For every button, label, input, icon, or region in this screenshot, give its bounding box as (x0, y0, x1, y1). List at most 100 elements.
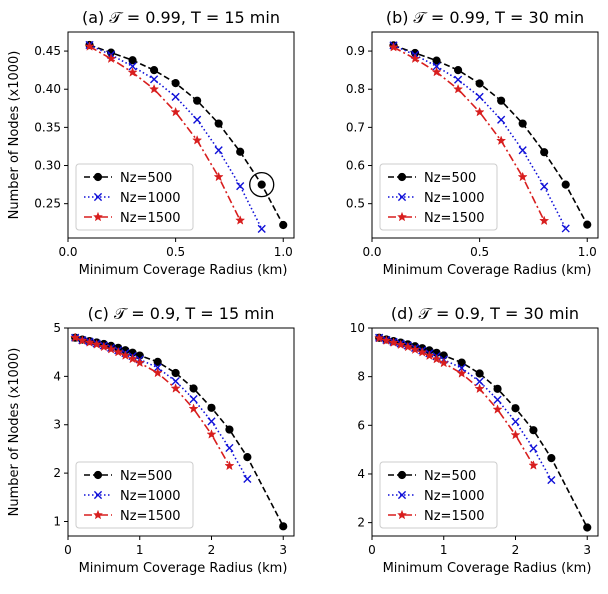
y-tick-label: 0.7 (346, 120, 365, 134)
series-line-1 (393, 44, 588, 226)
data-point (475, 79, 484, 88)
chart-title: (d) 𝒯 = 0.9, T = 30 min (391, 304, 579, 323)
data-point (98, 341, 109, 352)
x-tick-label: 2 (512, 543, 520, 557)
data-point (474, 383, 485, 394)
series-line-2 (74, 336, 249, 480)
data-point (432, 56, 441, 65)
data-point (84, 337, 95, 347)
data-point (113, 346, 124, 357)
data-point (540, 148, 549, 157)
data-point (171, 92, 180, 101)
legend-label: Nz=1000 (424, 489, 485, 504)
data-point (224, 460, 235, 471)
data-point (517, 171, 528, 182)
data-point (206, 429, 217, 439)
y-tick-label: 10 (350, 321, 365, 335)
data-point (493, 384, 502, 393)
data-point (127, 353, 138, 364)
legend-label: Nz=1500 (120, 509, 181, 524)
series-line-2 (378, 336, 553, 481)
series-line-1 (89, 44, 284, 226)
data-point (153, 363, 162, 372)
legend-marker (396, 509, 408, 520)
data-point (457, 358, 466, 367)
chart-panel-4: (d) 𝒯 = 0.9, T = 30 min 0 1 2 3 2 4 6 8 10 Minimum… (350, 304, 599, 576)
legend-label: Nz=1500 (424, 211, 485, 226)
legend-label: Nz=500 (424, 469, 476, 484)
data-point (193, 115, 202, 124)
data-point (417, 347, 428, 357)
x-tick-label: 1.0 (274, 245, 293, 259)
x-tick-label: 1 (440, 543, 448, 557)
data-point (409, 53, 421, 64)
data-point (171, 377, 180, 386)
data-point (492, 404, 503, 414)
legend-label: Nz=1000 (424, 191, 485, 206)
data-point (91, 339, 102, 349)
legend-marker (397, 172, 407, 182)
data-point (236, 182, 245, 191)
x-tick-label: 1 (136, 543, 144, 557)
data-point (409, 344, 421, 354)
x-tick-label: 0 (368, 543, 376, 557)
data-point (128, 56, 137, 65)
plot-area (374, 332, 592, 532)
legend-marker (92, 509, 104, 520)
legend-box (75, 163, 194, 231)
data-point (207, 403, 216, 412)
data-point (213, 171, 224, 182)
data-point (236, 147, 245, 156)
data-point (171, 79, 180, 88)
x-tick-label: 3 (583, 543, 591, 557)
legend-marker (397, 470, 407, 480)
legend-marker (397, 192, 407, 202)
data-point (188, 403, 199, 414)
data-point (257, 180, 266, 189)
legend-box (379, 461, 498, 529)
x-tick-label: 0.5 (166, 245, 185, 259)
legend-label: Nz=1000 (120, 489, 181, 504)
plot-area (70, 332, 288, 531)
data-point (539, 215, 550, 226)
data-point (257, 224, 266, 233)
data-point (496, 135, 507, 146)
data-point (128, 62, 137, 71)
annotation-circle (249, 171, 275, 198)
y-tick-label: 0.35 (34, 120, 61, 134)
data-point (583, 220, 592, 229)
legend: Nz=500 Nz=1000 Nz=1500 (75, 461, 194, 529)
data-point (561, 224, 570, 233)
data-point (528, 460, 539, 470)
y-tick-label: 2 (53, 466, 61, 480)
data-point (225, 443, 234, 453)
y-tick-label: 0.5 (346, 197, 365, 211)
y-tick-label: 8 (357, 370, 365, 384)
x-tick-label: 0.0 (58, 245, 77, 259)
data-point (105, 53, 117, 64)
chart-panel-2: (b) 𝒯 = 0.99, T = 30 min 0.0 0.5 1.0 0.5 0.6 0… (346, 8, 599, 278)
data-point (243, 474, 252, 484)
y-tick-label: 4 (357, 467, 365, 481)
series-line-3 (89, 45, 241, 221)
legend-label: Nz=500 (120, 171, 172, 186)
data-point (456, 368, 467, 378)
legend-marker (93, 470, 103, 480)
plot-area (84, 40, 288, 233)
data-point (432, 62, 441, 71)
legend-label: Nz=500 (120, 469, 172, 484)
data-point (170, 383, 181, 393)
data-point (583, 523, 592, 532)
legend: Nz=500 Nz=1000 Nz=1500 (75, 163, 194, 231)
data-point (279, 522, 288, 531)
x-tick-label: 2 (208, 543, 216, 557)
chart-title: (c) 𝒯 = 0.9, T = 15 min (88, 304, 275, 323)
data-point (497, 115, 506, 124)
data-point (402, 341, 413, 352)
data-point (193, 96, 202, 105)
legend-marker (92, 211, 104, 222)
y-tick-label: 6 (357, 418, 365, 432)
data-point (381, 335, 392, 345)
y-tick-label: 0.45 (34, 44, 61, 58)
